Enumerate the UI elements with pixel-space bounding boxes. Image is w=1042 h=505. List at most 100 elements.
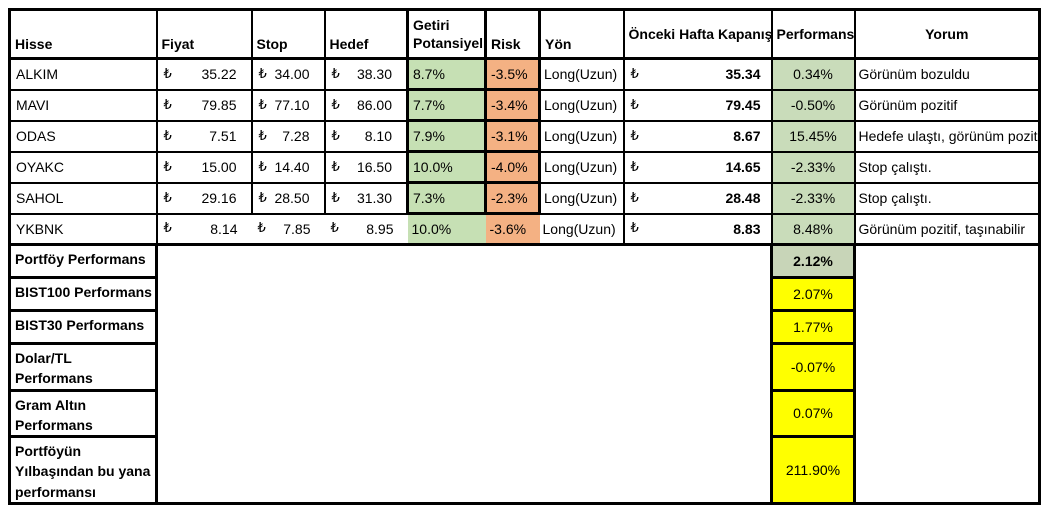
summary-value-portfoy: 2.12% [770, 243, 856, 279]
stop-value: 34.00 [274, 66, 310, 83]
cell-fiyat: ₺ 35.22 [155, 57, 253, 91]
header-onceki-hafta-kapanis: Önceki Hafta Kapanış [622, 8, 773, 60]
lira-symbol: ₺ [331, 97, 340, 113]
table-row: YKBNK ₺ 8.14 ₺ 7.85 ₺ 8.95 10.0% -3.6% Long… [8, 212, 1041, 246]
cell-yon: Long(Uzun) [539, 212, 625, 246]
hedef-value: 8.95 [366, 220, 394, 237]
cell-hisse: MAVI [8, 88, 158, 122]
hedef-value: 86.00 [356, 97, 392, 113]
summary-row: Portföy Performans 2.12% [8, 242, 1040, 504]
lira-symbol: ₺ [331, 190, 340, 206]
cell-hedef: ₺ 8.10 [323, 119, 409, 153]
cell-hedef: ₺ 86.00 [323, 88, 409, 122]
summary-label-gram-altin: Gram Altın Performans [8, 388, 158, 439]
cell-hisse: ODAS [8, 119, 158, 153]
hedef-value: 31.30 [356, 190, 392, 206]
cell-performans: 15.45% [770, 119, 856, 153]
summary-label-portfoy: Portföy Performans [8, 243, 158, 279]
stop-value: 77.10 [274, 97, 310, 113]
cell-hisse: SAHOL [8, 181, 158, 215]
summary-row: Dolar/TL Performans -0.07% [8, 342, 1040, 392]
cell-performans: -0.50% [770, 88, 856, 122]
cell-performans: -2.33% [770, 150, 856, 184]
hedef-value: 16.50 [356, 159, 392, 175]
cell-onceki-kapanis: ₺ 8.67 [622, 119, 773, 153]
cell-performans: 8.48% [770, 212, 856, 246]
cell-risk: -3.4% [484, 88, 541, 122]
cell-hedef: ₺ 38.30 [323, 57, 409, 91]
cell-fiyat: ₺ 79.85 [155, 88, 253, 122]
cell-fiyat: ₺ 29.16 [155, 181, 253, 215]
cell-onceki-kapanis: ₺ 14.65 [622, 150, 773, 184]
header-row: Hisse Fiyat Stop Hedef Getiri Potansiyel… [8, 8, 1041, 60]
cell-getiri: 8.7% [406, 57, 487, 91]
lira-symbol: ₺ [163, 97, 172, 113]
lira-symbol: ₺ [258, 66, 267, 82]
lira-symbol: ₺ [258, 128, 267, 144]
cell-fiyat: ₺ 7.51 [155, 119, 253, 153]
lira-symbol: ₺ [331, 66, 340, 82]
lira-symbol: ₺ [163, 159, 172, 175]
cell-yorum: Stop çalıştı. [853, 181, 1041, 215]
lira-symbol: ₺ [630, 128, 639, 144]
header-hisse: Hisse [8, 8, 158, 60]
lira-symbol: ₺ [331, 159, 340, 175]
cell-getiri: 7.3% [406, 181, 487, 215]
summary-row: BIST30 Performans 1.77% [8, 309, 1040, 345]
lira-symbol: ₺ [258, 97, 267, 113]
fiyat-value: 35.22 [201, 66, 237, 83]
lira-symbol: ₺ [258, 159, 267, 175]
lira-symbol: ₺ [257, 221, 266, 237]
cell-hedef: ₺ 31.30 [323, 181, 409, 215]
summary-label-bist100: BIST100 Performans [8, 276, 158, 312]
header-risk: Risk [484, 8, 541, 60]
cell-getiri: 10.0% [407, 212, 486, 246]
onceki-value: 8.83 [733, 220, 761, 237]
lira-symbol: ₺ [163, 128, 172, 144]
cell-getiri: 7.9% [406, 119, 487, 153]
stop-value: 14.40 [274, 159, 310, 175]
hedef-value: 8.10 [364, 128, 392, 144]
cell-stop: ₺ 7.28 [250, 119, 326, 153]
lira-symbol: ₺ [331, 128, 340, 144]
cell-yon: Long(Uzun) [538, 150, 625, 184]
cell-getiri: 7.7% [406, 88, 487, 122]
lira-symbol: ₺ [630, 221, 639, 237]
table-row: ALKIM ₺ 35.22 ₺ 34.00 ₺ 38.30 8.7% -3.5% Lo… [8, 57, 1041, 91]
onceki-value: 14.65 [725, 159, 761, 175]
hedef-value: 38.30 [356, 66, 392, 83]
header-yorum: Yorum [853, 8, 1041, 60]
lira-symbol: ₺ [163, 221, 172, 237]
cell-hisse: YKBNK [8, 212, 158, 246]
lira-symbol: ₺ [163, 66, 172, 82]
header-fiyat: Fiyat [155, 8, 253, 60]
cell-yon: Long(Uzun) [538, 119, 625, 153]
lira-symbol: ₺ [258, 190, 267, 206]
stop-value: 7.28 [282, 128, 310, 144]
stop-value: 28.50 [274, 190, 310, 206]
onceki-value: 35.34 [725, 66, 761, 83]
cell-onceki-kapanis: ₺ 79.45 [622, 88, 773, 122]
fiyat-value: 79.85 [201, 97, 237, 113]
summary-value-gram-altin: 0.07% [770, 388, 856, 439]
cell-yorum: Stop çalıştı. [853, 150, 1041, 184]
summary-value-bist30: 1.77% [770, 309, 856, 345]
summary-row: BIST100 Performans 2.07% [8, 276, 1040, 312]
table-row: OYAKC ₺ 15.00 ₺ 14.40 ₺ 16.50 10.0% -4.0% L… [8, 150, 1041, 184]
cell-hedef: ₺ 16.50 [323, 150, 409, 184]
cell-stop: ₺ 28.50 [250, 181, 326, 215]
stop-value: 7.85 [283, 220, 311, 237]
onceki-value: 28.48 [725, 190, 761, 206]
cell-hisse: OYAKC [8, 150, 158, 184]
table-row: ODAS ₺ 7.51 ₺ 7.28 ₺ 8.10 7.9% -3.1% Long(U… [8, 119, 1041, 153]
cell-hisse: ALKIM [8, 57, 158, 91]
cell-onceki-kapanis: ₺ 28.48 [622, 181, 773, 215]
lira-symbol: ₺ [630, 66, 639, 82]
cell-performans: 0.34% [770, 57, 856, 91]
cell-yorum: Hedefe ulaştı, görünüm pozitif [853, 119, 1041, 153]
lira-symbol: ₺ [330, 221, 339, 237]
cell-yon: Long(Uzun) [538, 57, 625, 91]
cell-risk: -3.6% [485, 212, 540, 246]
summary-label-dolar-tl: Dolar/TL Performans [8, 342, 158, 392]
